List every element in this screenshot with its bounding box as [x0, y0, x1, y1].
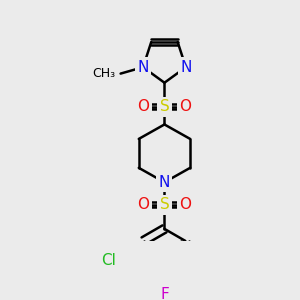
Text: O: O — [179, 99, 191, 114]
Text: O: O — [138, 197, 150, 212]
Text: S: S — [160, 197, 169, 212]
Text: O: O — [179, 197, 191, 212]
Text: CH₃: CH₃ — [93, 67, 116, 80]
Text: N: N — [180, 60, 191, 75]
Text: O: O — [138, 99, 150, 114]
Text: S: S — [160, 99, 169, 114]
Text: F: F — [160, 287, 169, 300]
Text: N: N — [137, 60, 149, 75]
Text: Cl: Cl — [101, 254, 116, 268]
Text: N: N — [159, 175, 170, 190]
